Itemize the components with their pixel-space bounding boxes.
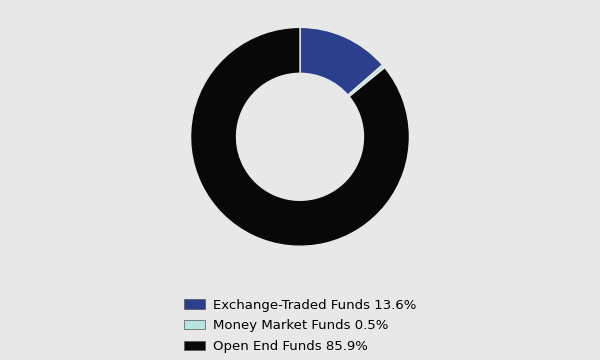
Wedge shape	[300, 27, 383, 95]
Wedge shape	[191, 27, 409, 246]
Wedge shape	[348, 65, 385, 96]
Legend: Exchange-Traded Funds 13.6%, Money Market Funds 0.5%, Open End Funds 85.9%: Exchange-Traded Funds 13.6%, Money Marke…	[184, 298, 416, 354]
